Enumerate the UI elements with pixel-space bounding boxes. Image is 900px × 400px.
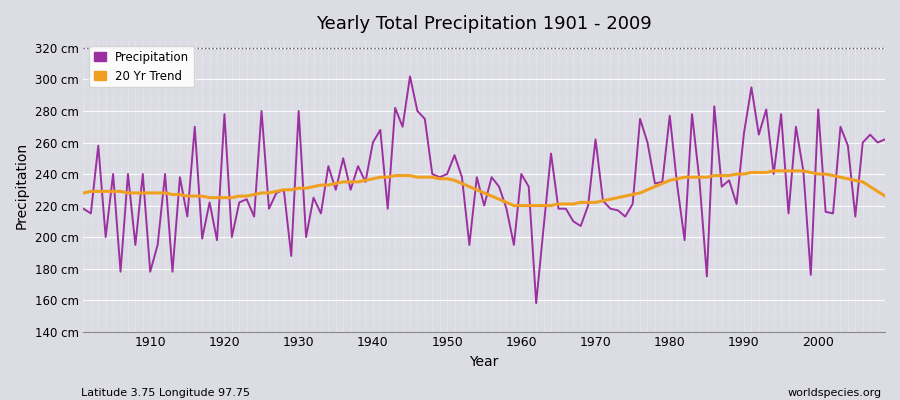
Precipitation	[346, 187, 356, 192]
Text: Latitude 3.75 Longitude 97.75: Latitude 3.75 Longitude 97.75	[81, 388, 250, 398]
Legend: Precipitation, 20 Yr Trend: Precipitation, 20 Yr Trend	[89, 46, 194, 87]
Line: 20 Yr Trend: 20 Yr Trend	[84, 171, 885, 206]
Precipitation	[301, 235, 311, 240]
Precipitation	[138, 172, 148, 176]
20 Yr Trend	[301, 186, 311, 191]
Line: Precipitation: Precipitation	[84, 76, 885, 303]
20 Yr Trend	[516, 203, 526, 208]
20 Yr Trend	[769, 168, 779, 173]
20 Yr Trend	[612, 195, 623, 200]
Precipitation	[516, 172, 526, 176]
Precipitation	[620, 214, 631, 219]
Precipitation	[879, 137, 890, 142]
X-axis label: Year: Year	[470, 355, 499, 369]
20 Yr Trend	[508, 203, 519, 208]
Precipitation	[78, 206, 89, 211]
20 Yr Trend	[78, 190, 89, 195]
Precipitation	[405, 74, 416, 79]
Title: Yearly Total Precipitation 1901 - 2009: Yearly Total Precipitation 1901 - 2009	[316, 15, 652, 33]
20 Yr Trend	[523, 203, 534, 208]
20 Yr Trend	[879, 194, 890, 198]
Precipitation	[531, 301, 542, 306]
20 Yr Trend	[138, 190, 148, 195]
Precipitation	[523, 184, 534, 189]
Y-axis label: Precipitation: Precipitation	[15, 142, 29, 230]
Text: worldspecies.org: worldspecies.org	[788, 388, 882, 398]
20 Yr Trend	[346, 180, 356, 184]
